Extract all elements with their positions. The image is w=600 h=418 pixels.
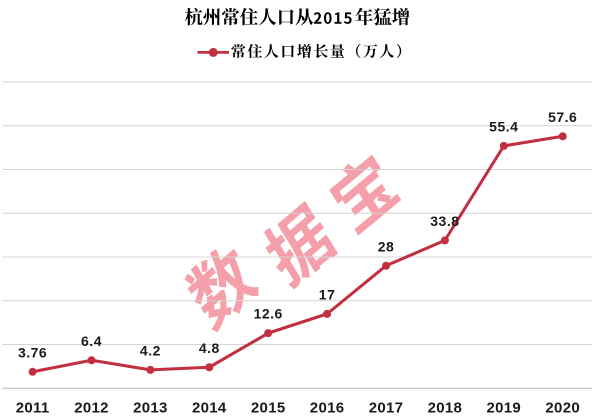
svg-text:2020: 2020 (545, 400, 580, 417)
svg-text:2014: 2014 (192, 400, 227, 417)
svg-text:2015: 2015 (251, 400, 286, 417)
svg-text:33.8: 33.8 (430, 213, 459, 229)
svg-text:2017: 2017 (369, 400, 404, 417)
svg-text:2018: 2018 (428, 400, 463, 417)
svg-text:17: 17 (319, 286, 336, 302)
svg-text:55.4: 55.4 (489, 118, 518, 134)
svg-text:12.6: 12.6 (254, 306, 283, 322)
svg-text:2019: 2019 (487, 400, 522, 417)
svg-text:3.76: 3.76 (18, 344, 47, 360)
svg-text:2016: 2016 (310, 400, 345, 417)
svg-text:28: 28 (378, 238, 395, 254)
svg-text:6.4: 6.4 (81, 333, 102, 349)
svg-text:2012: 2012 (74, 400, 109, 417)
svg-text:4.2: 4.2 (140, 342, 161, 358)
svg-text:4.8: 4.8 (199, 340, 220, 356)
svg-text:57.6: 57.6 (548, 109, 577, 125)
svg-text:2013: 2013 (133, 400, 168, 417)
svg-text:2011: 2011 (16, 400, 50, 417)
